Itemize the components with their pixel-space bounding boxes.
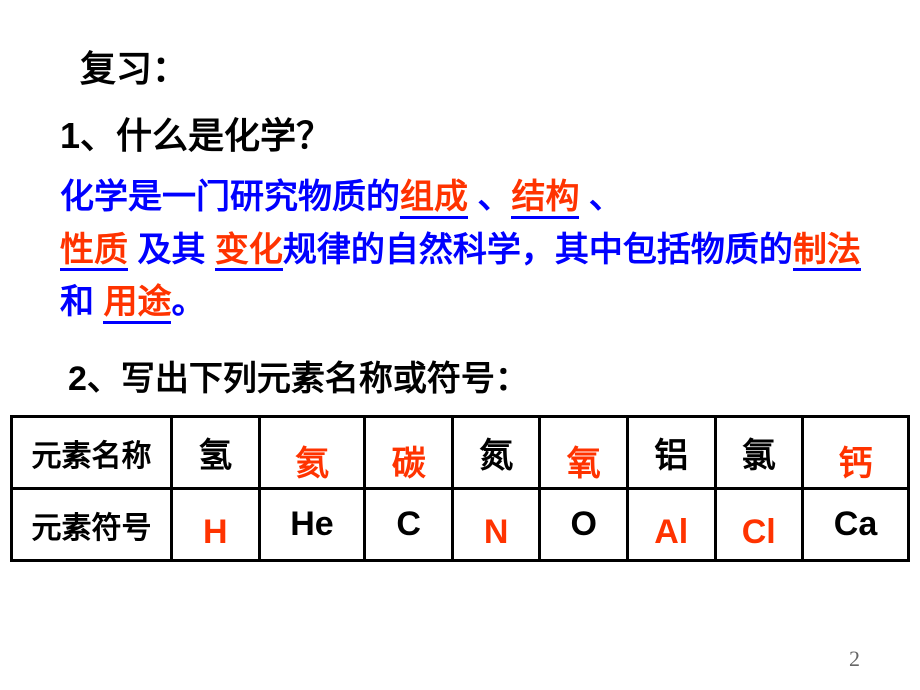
table-row-names: 元素名称 氢 氦 碳 氮 氧 铝 氯 钙 — [12, 417, 909, 489]
sep-1: 、 — [468, 178, 511, 216]
answer-text-2: 及其 — [128, 231, 215, 269]
element-name: 氢 — [198, 437, 232, 475]
element-symbol: C — [396, 505, 421, 543]
symbol-cell: H — [172, 489, 260, 561]
element-symbol: N — [484, 513, 509, 551]
element-table: 元素名称 氢 氦 碳 氮 氧 铝 氯 钙 元素符号 H He C N O Al … — [10, 415, 910, 562]
answer-text-4: 和 — [60, 283, 103, 321]
blank-composition: 组成 — [400, 180, 468, 219]
question-1: 1、什么是化学？ — [60, 107, 870, 159]
element-name: 氮 — [479, 437, 513, 475]
name-cell: 氦 — [259, 417, 365, 489]
symbol-cell: C — [365, 489, 453, 561]
blank-change: 变化 — [215, 233, 283, 272]
name-cell: 碳 — [365, 417, 453, 489]
name-cell: 铝 — [627, 417, 715, 489]
name-cell: 氢 — [172, 417, 260, 489]
symbol-cell: Cl — [715, 489, 803, 561]
row-header-symbol: 元素符号 — [12, 489, 172, 561]
question-2: 2、写出下列元素名称或符号： — [68, 351, 870, 400]
review-title: 复习： — [80, 40, 870, 92]
symbol-cell: N — [452, 489, 540, 561]
blank-structure: 结构 — [511, 180, 579, 219]
answer-text-3: 规律的自然科学，其中包括物质的 — [283, 231, 793, 269]
symbol-cell: He — [259, 489, 365, 561]
element-symbol: He — [290, 505, 333, 543]
name-cell: 钙 — [803, 417, 909, 489]
element-symbol: O — [571, 505, 597, 543]
element-symbol: H — [203, 513, 228, 551]
table-row-symbols: 元素符号 H He C N O Al Cl Ca — [12, 489, 909, 561]
answer-text-1: 化学是一门研究物质的 — [60, 178, 400, 216]
answer-text-5: 。 — [171, 283, 205, 321]
row-header-name: 元素名称 — [12, 417, 172, 489]
element-name: 氧 — [567, 445, 601, 483]
element-name: 铝 — [654, 437, 688, 475]
name-cell: 氮 — [452, 417, 540, 489]
answer-1: 化学是一门研究物质的组成 、结构 、性质 及其 变化规律的自然科学，其中包括物质… — [60, 171, 870, 329]
symbol-cell: O — [540, 489, 628, 561]
element-name: 氦 — [295, 445, 329, 483]
element-symbol: Ca — [834, 505, 877, 543]
element-symbol: Al — [654, 513, 688, 551]
element-name: 钙 — [839, 445, 873, 483]
blank-usage: 用途 — [103, 285, 171, 324]
element-name: 氯 — [742, 437, 776, 475]
blank-preparation: 制法 — [793, 233, 861, 272]
blank-property: 性质 — [60, 233, 128, 272]
symbol-cell: Al — [627, 489, 715, 561]
name-cell: 氧 — [540, 417, 628, 489]
element-name: 碳 — [392, 445, 426, 483]
sep-2: 、 — [579, 178, 622, 216]
page-number: 2 — [849, 646, 860, 672]
name-cell: 氯 — [715, 417, 803, 489]
symbol-cell: Ca — [803, 489, 909, 561]
element-symbol: Cl — [742, 513, 776, 551]
